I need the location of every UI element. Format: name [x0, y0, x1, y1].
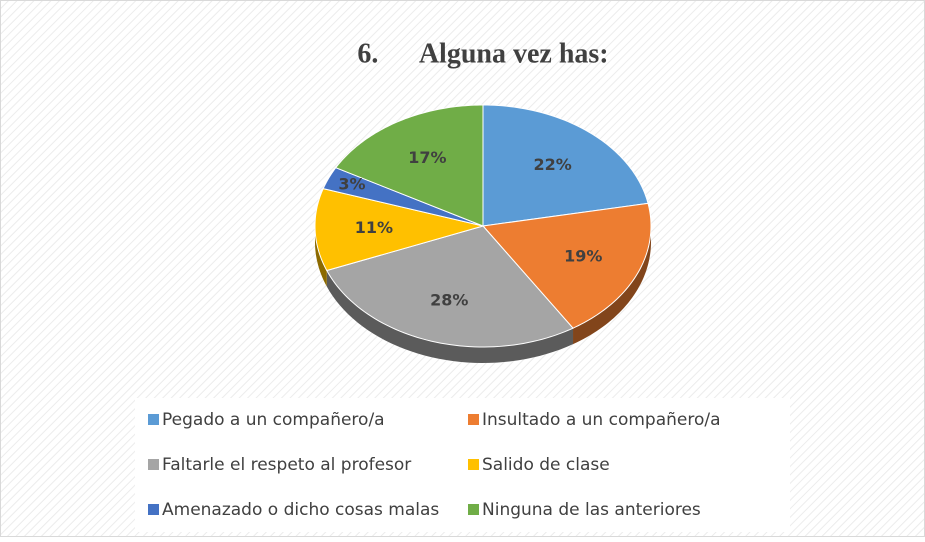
legend-swatch — [148, 414, 159, 425]
value-label: 17% — [408, 148, 446, 167]
legend-label: Faltarle el respeto al profesor — [162, 455, 411, 475]
slice-side — [315, 226, 327, 287]
slice — [482, 104, 649, 227]
legend-label: Ninguna de las anteriores — [482, 500, 701, 520]
legend-swatch — [148, 504, 159, 515]
legend-label: Amenazado o dicho cosas malas — [162, 500, 439, 520]
value-label: 19% — [564, 247, 602, 266]
legend-box — [135, 398, 790, 532]
slice — [326, 225, 574, 348]
value-label: 22% — [533, 155, 571, 174]
value-label: 11% — [355, 218, 393, 237]
legend-label: Salido de clase — [482, 455, 610, 475]
slice — [322, 167, 484, 227]
chart-title: 6. Alguna vez has: — [357, 38, 608, 69]
legend-swatch — [468, 414, 479, 425]
legend-swatch — [468, 504, 479, 515]
legend-label: Pegado a un compañero/a — [162, 410, 385, 430]
slice — [314, 188, 485, 272]
legend-swatch — [148, 459, 159, 470]
slice-side — [326, 270, 574, 363]
slice — [482, 202, 652, 329]
value-label: 3% — [338, 175, 365, 194]
legend-label: Insultado a un compañero/a — [482, 410, 721, 430]
value-label: 28% — [430, 290, 468, 309]
slice — [334, 104, 484, 227]
legend-swatch — [468, 459, 479, 470]
slice-side — [573, 226, 651, 345]
